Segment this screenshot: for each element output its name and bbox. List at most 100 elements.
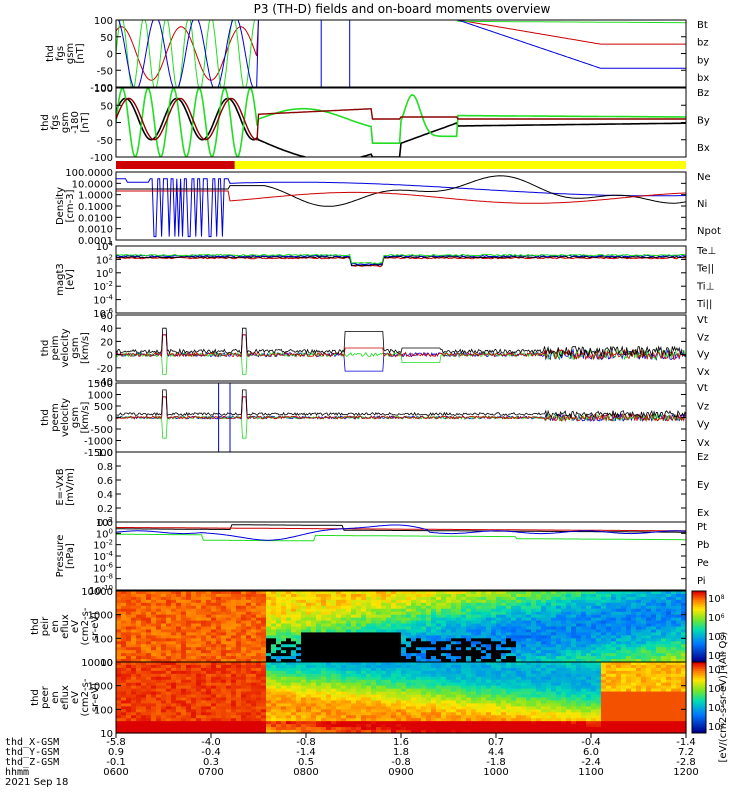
heatmap-cell bbox=[181, 659, 187, 663]
heatmap-cell bbox=[221, 703, 227, 707]
heatmap-cell bbox=[546, 632, 552, 636]
heatmap-cell bbox=[466, 718, 472, 722]
heatmap-cell bbox=[681, 605, 687, 610]
heatmap-cell bbox=[551, 638, 557, 642]
heatmap-cell bbox=[451, 694, 457, 699]
heatmap-cell bbox=[646, 638, 652, 642]
heatmap-cell bbox=[376, 694, 382, 699]
heatmap-cell bbox=[371, 694, 377, 699]
heatmap-cell bbox=[196, 670, 202, 675]
heatmap-cell bbox=[296, 635, 302, 639]
heatmap-cell bbox=[616, 605, 622, 610]
heatmap-cell bbox=[441, 727, 447, 731]
heatmap-cell bbox=[116, 599, 122, 604]
heatmap-cell bbox=[411, 697, 417, 702]
heatmap-cell bbox=[211, 623, 217, 628]
heatmap-cell bbox=[306, 688, 312, 693]
heatmap-cell bbox=[346, 608, 352, 613]
heatmap-cell bbox=[176, 682, 182, 687]
heatmap-cell bbox=[506, 611, 512, 616]
y-tick-label: -100 bbox=[90, 83, 113, 94]
heatmap-cell bbox=[526, 656, 532, 660]
heatmap-cell bbox=[396, 721, 402, 725]
colorbar-cell bbox=[692, 608, 706, 612]
heatmap-cell bbox=[386, 715, 392, 719]
heatmap-cell bbox=[121, 694, 127, 699]
heatmap-cell bbox=[476, 718, 482, 722]
heatmap-cell bbox=[236, 673, 242, 678]
heatmap-cell bbox=[571, 591, 577, 595]
heatmap-cell bbox=[346, 617, 352, 622]
heatmap-cell bbox=[506, 700, 512, 705]
heatmap-cell bbox=[216, 691, 222, 696]
heatmap-cell bbox=[301, 608, 307, 613]
heatmap-cell bbox=[511, 718, 517, 722]
heatmap-cell bbox=[291, 718, 297, 722]
heatmap-cell bbox=[291, 715, 297, 719]
heatmap-cell bbox=[286, 602, 292, 607]
heatmap-cell bbox=[191, 664, 197, 669]
heatmap-cell bbox=[601, 591, 607, 595]
heatmap-cell bbox=[291, 724, 297, 728]
heatmap-cell bbox=[516, 706, 522, 710]
colorbar-cell bbox=[692, 615, 706, 619]
heatmap-cell bbox=[616, 596, 622, 601]
heatmap-cell bbox=[571, 650, 577, 654]
heatmap-cell bbox=[201, 623, 207, 628]
heatmap-cell bbox=[371, 591, 377, 595]
heatmap-cell bbox=[456, 638, 462, 642]
heatmap-cell bbox=[681, 644, 687, 648]
heatmap-cell bbox=[306, 679, 312, 684]
heatmap-cell bbox=[631, 605, 637, 610]
heatmap-cell bbox=[481, 724, 487, 728]
heatmap-cell bbox=[401, 611, 407, 616]
heatmap-cell bbox=[516, 611, 522, 616]
heatmap-cell bbox=[676, 608, 682, 613]
heatmap-cell bbox=[646, 635, 652, 639]
heatmap-cell bbox=[306, 605, 312, 610]
heatmap-cell bbox=[271, 685, 277, 690]
heatmap-cell bbox=[506, 644, 512, 648]
heatmap-cell bbox=[286, 730, 292, 734]
heatmap-cell bbox=[191, 635, 197, 639]
heatmap-cell bbox=[476, 656, 482, 660]
heatmap-cell bbox=[116, 608, 122, 613]
heatmap-cell bbox=[331, 667, 337, 672]
heatmap-cell bbox=[216, 718, 222, 722]
heatmap-cell bbox=[506, 664, 512, 669]
heatmap-cell bbox=[546, 602, 552, 607]
heatmap-cell bbox=[351, 593, 357, 598]
heatmap-cell bbox=[366, 632, 372, 636]
heatmap-cell bbox=[236, 715, 242, 719]
heatmap-cell bbox=[626, 599, 632, 604]
heatmap-cell bbox=[436, 694, 442, 699]
heatmap-cell bbox=[251, 724, 257, 728]
heatmap-cell bbox=[241, 635, 247, 639]
heatmap-cell bbox=[226, 635, 232, 639]
heatmap-cell bbox=[281, 632, 287, 636]
heatmap-cell bbox=[141, 673, 147, 678]
heatmap-cell bbox=[316, 659, 322, 663]
heatmap-cell bbox=[291, 644, 297, 648]
heatmap-cell bbox=[451, 647, 457, 651]
heatmap-cell bbox=[301, 691, 307, 696]
heatmap-cell bbox=[276, 614, 282, 619]
heatmap-cell bbox=[176, 632, 182, 636]
heatmap-cell bbox=[146, 617, 152, 622]
heatmap-cell bbox=[651, 593, 657, 598]
heatmap-cell bbox=[356, 608, 362, 613]
heatmap-cell bbox=[161, 650, 167, 654]
heatmap-cell bbox=[626, 596, 632, 601]
heatmap-cell bbox=[681, 614, 687, 619]
heatmap-cell bbox=[381, 679, 387, 684]
heatmap-cell bbox=[156, 730, 162, 734]
heatmap-cell bbox=[476, 605, 482, 610]
heatmap-cell bbox=[196, 673, 202, 678]
heatmap-cell bbox=[536, 656, 542, 660]
heatmap-cell bbox=[391, 617, 397, 622]
heatmap-cell bbox=[496, 632, 502, 636]
legend-entry-ez: Ez bbox=[697, 452, 709, 463]
heatmap-cell bbox=[176, 688, 182, 693]
heatmap-cell bbox=[621, 605, 627, 610]
heatmap-cell bbox=[616, 641, 622, 645]
